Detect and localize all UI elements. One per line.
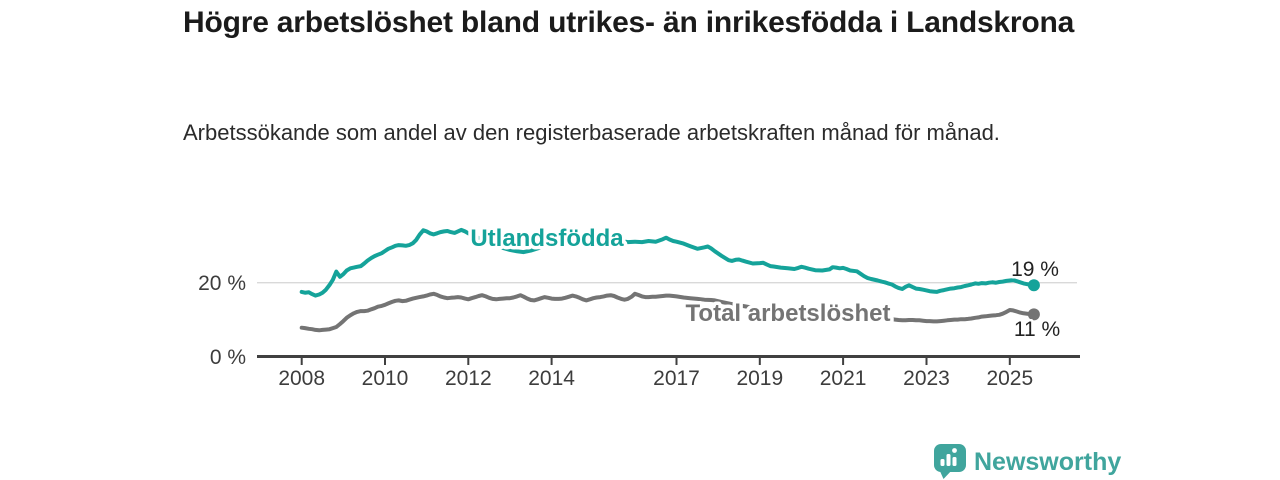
logo-bar-3 [952,457,957,466]
series-end-dot-total-arbetsloshet [1027,308,1040,321]
x-axis-labels: 2008 2010 2012 2014 2017 2019 2021 2023 2025 [278,367,1033,390]
series-line-utlandsfodda [299,227,1036,298]
series-label-total-arbetsloshet: Total arbetslöshet [686,300,891,327]
y-axis-labels: 0 % 20 % [198,272,246,369]
logo-bar-1 [940,459,945,466]
chart-subtitle: Arbetssökande som andel av den registerb… [183,120,1000,145]
x-tick-label: 2023 [903,367,950,390]
logo-bar-2 [946,454,951,466]
end-value-label-utlandsfodda: 19 % [1011,258,1059,281]
newsworthy-wordmark: Newsworthy [974,448,1121,476]
series-line-total-arbetsloshet [299,291,1036,333]
x-tick-label: 2010 [362,367,409,390]
x-tick-label: 2012 [445,367,492,390]
x-tick-label: 2021 [820,367,867,390]
x-axis-ticks [300,358,1011,365]
x-tick-label: 2014 [528,367,575,390]
newsworthy-logo-icon [934,444,966,479]
series-end-dot-utlandsfodda [1027,279,1040,292]
x-tick-label: 2008 [278,367,325,390]
y-tick-label: 0 % [210,346,246,369]
chart-title: Högre arbetslöshet bland utrikes- än inr… [183,6,1075,39]
y-tick-label: 20 % [198,272,246,295]
newsworthy-logo: Newsworthy [934,444,1121,479]
x-tick-label: 2025 [986,367,1033,390]
series-label-utlandsfodda: Utlandsfödda [470,225,624,252]
x-tick-label: 2017 [653,367,700,390]
logo-dot [952,448,957,453]
x-tick-label: 2019 [736,367,783,390]
end-value-label-total-arbetsloshet: 11 % [1014,318,1060,341]
